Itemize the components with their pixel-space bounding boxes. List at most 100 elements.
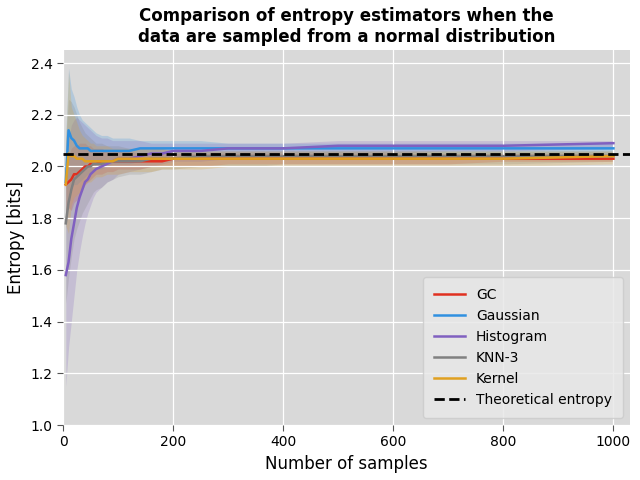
- Histogram: [103, 161, 111, 167]
- GC: [79, 166, 86, 172]
- Histogram: [279, 145, 287, 151]
- Gaussian: [279, 145, 287, 151]
- Kernel: [70, 153, 78, 159]
- Histogram: [136, 153, 144, 159]
- Gaussian: [609, 145, 617, 151]
- Kernel: [196, 156, 204, 162]
- GC: [98, 158, 106, 164]
- Histogram: [90, 169, 97, 175]
- Histogram: [334, 143, 342, 149]
- Histogram: [67, 236, 75, 242]
- KNN-3: [73, 174, 81, 180]
- Histogram: [224, 145, 232, 151]
- Gaussian: [252, 145, 259, 151]
- Gaussian: [389, 145, 397, 151]
- Kernel: [92, 158, 100, 164]
- Histogram: [81, 179, 89, 185]
- Gaussian: [196, 145, 204, 151]
- Kernel: [81, 158, 89, 164]
- GC: [109, 158, 116, 164]
- GC: [147, 158, 155, 164]
- KNN-3: [79, 169, 86, 175]
- KNN-3: [334, 153, 342, 159]
- GC: [158, 158, 166, 164]
- Kernel: [499, 156, 507, 162]
- Line: KNN-3: KNN-3: [66, 156, 613, 223]
- Kernel: [169, 156, 177, 162]
- KNN-3: [224, 153, 232, 159]
- KNN-3: [125, 158, 133, 164]
- Histogram: [92, 166, 100, 172]
- KNN-3: [87, 164, 95, 169]
- Gaussian: [79, 145, 86, 151]
- GC: [90, 161, 97, 167]
- Gaussian: [109, 148, 116, 154]
- Kernel: [147, 156, 155, 162]
- Histogram: [499, 143, 507, 149]
- Gaussian: [136, 145, 144, 151]
- Kernel: [65, 151, 72, 156]
- Gaussian: [169, 145, 177, 151]
- Kernel: [73, 156, 81, 162]
- KNN-3: [81, 166, 89, 172]
- Gaussian: [90, 148, 97, 154]
- GC: [499, 156, 507, 162]
- Gaussian: [62, 179, 70, 185]
- Kernel: [62, 182, 70, 188]
- GC: [87, 161, 95, 167]
- Y-axis label: Entropy [bits]: Entropy [bits]: [7, 181, 25, 294]
- GC: [103, 158, 111, 164]
- GC: [169, 156, 177, 162]
- Kernel: [67, 153, 75, 159]
- KNN-3: [196, 153, 204, 159]
- Gaussian: [158, 145, 166, 151]
- Gaussian: [65, 127, 72, 133]
- Histogram: [73, 205, 81, 211]
- KNN-3: [65, 200, 72, 205]
- KNN-3: [279, 153, 287, 159]
- Gaussian: [73, 143, 81, 149]
- Kernel: [252, 156, 259, 162]
- Line: GC: GC: [66, 159, 613, 185]
- KNN-3: [76, 171, 83, 177]
- Gaussian: [444, 145, 452, 151]
- Histogram: [252, 145, 259, 151]
- Gaussian: [499, 145, 507, 151]
- Kernel: [444, 156, 452, 162]
- Histogram: [125, 156, 133, 162]
- KNN-3: [90, 161, 97, 167]
- KNN-3: [62, 220, 70, 226]
- GC: [76, 169, 83, 175]
- GC: [62, 182, 70, 188]
- Kernel: [279, 156, 287, 162]
- Gaussian: [125, 148, 133, 154]
- Kernel: [103, 158, 111, 164]
- Histogram: [109, 158, 116, 164]
- KNN-3: [103, 158, 111, 164]
- Gaussian: [67, 135, 75, 141]
- Kernel: [84, 158, 92, 164]
- GC: [115, 158, 122, 164]
- KNN-3: [84, 164, 92, 169]
- GC: [65, 179, 72, 185]
- Theoretical entropy: [60, 151, 67, 157]
- Histogram: [76, 194, 83, 200]
- Kernel: [389, 156, 397, 162]
- KNN-3: [115, 158, 122, 164]
- Gaussian: [115, 148, 122, 154]
- Kernel: [98, 158, 106, 164]
- Histogram: [70, 220, 78, 226]
- KNN-3: [252, 153, 259, 159]
- Histogram: [115, 156, 122, 162]
- GC: [224, 156, 232, 162]
- Gaussian: [92, 148, 100, 154]
- Histogram: [158, 151, 166, 156]
- Histogram: [169, 148, 177, 154]
- X-axis label: Number of samples: Number of samples: [265, 455, 428, 473]
- Line: Kernel: Kernel: [66, 154, 613, 185]
- GC: [389, 156, 397, 162]
- Kernel: [136, 156, 144, 162]
- KNN-3: [389, 153, 397, 159]
- KNN-3: [109, 158, 116, 164]
- Histogram: [389, 143, 397, 149]
